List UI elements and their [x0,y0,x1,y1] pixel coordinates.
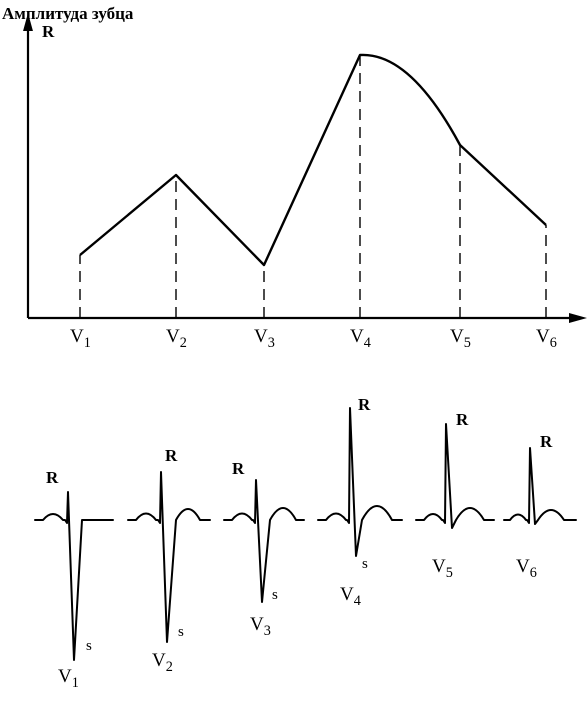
x-tick-V6: V6 [536,326,557,348]
figure-canvas: Амплитуда зубцаRV1V2V3V4V5V6RsV1RsV2RsV3… [0,0,587,701]
x-tick-V4: V4 [350,326,371,348]
ecg-V3-R: R [232,459,244,479]
ecg-V1-R: R [46,468,58,488]
ecg-V4-R: R [358,395,370,415]
ecg-V1-s: s [86,638,92,655]
ecg-V1-V: V1 [58,666,79,688]
x-tick-V5: V5 [450,326,471,348]
ecg-V6-V: V6 [516,556,537,578]
x-tick-V3: V3 [254,326,275,348]
ecg-V3-V: V3 [250,614,271,636]
ecg-V6-R: R [540,432,552,452]
ecg-V5-R: R [456,410,468,430]
ecg-V3-s: s [272,587,278,604]
ecg-V2-s: s [178,624,184,641]
ecg-V2-V: V2 [152,650,173,672]
ecg-V4-s: s [362,556,368,573]
x-tick-V2: V2 [166,326,187,348]
x-tick-V1: V1 [70,326,91,348]
chart-title: Амплитуда зубца [2,4,133,24]
ecg-V5-V: V5 [432,556,453,578]
ecg-V2-R: R [165,446,177,466]
y-axis-label: R [42,22,54,42]
ecg-V4-V: V4 [340,584,361,606]
